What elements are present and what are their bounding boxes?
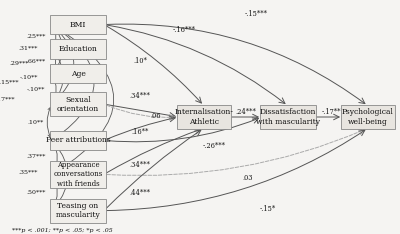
Text: .10**: .10** — [28, 120, 44, 125]
Text: .29***: .29*** — [10, 61, 29, 66]
Text: Dissatisfaction
with mascularity: Dissatisfaction with mascularity — [256, 108, 320, 126]
Text: .34***: .34*** — [130, 92, 150, 100]
Text: .16**: .16** — [131, 128, 149, 136]
Text: -.10**: -.10** — [20, 75, 38, 80]
FancyBboxPatch shape — [50, 198, 106, 223]
Text: -.15*: -.15* — [260, 205, 276, 213]
Text: .34***: .34*** — [130, 161, 150, 169]
Text: .25***: .25*** — [26, 34, 46, 39]
Text: Psychological
well-being: Psychological well-being — [342, 108, 394, 126]
Text: -.15***: -.15*** — [0, 80, 20, 85]
Text: ***p < .001; **p < .05; *p < .05: ***p < .001; **p < .05; *p < .05 — [12, 228, 113, 233]
Text: Internalisation-
Athletic: Internalisation- Athletic — [174, 108, 234, 126]
Text: BMI: BMI — [70, 21, 86, 29]
FancyBboxPatch shape — [50, 64, 106, 83]
FancyBboxPatch shape — [50, 161, 106, 188]
Text: Age: Age — [70, 70, 86, 78]
Text: .06: .06 — [151, 112, 161, 120]
Text: Sexual
orientation: Sexual orientation — [57, 95, 99, 113]
Text: .37***: .37*** — [26, 154, 46, 159]
Text: Peer attributions: Peer attributions — [46, 136, 110, 144]
Text: Teasing on
mascularity: Teasing on mascularity — [56, 202, 100, 219]
Text: -.17**: -.17** — [322, 108, 341, 116]
FancyBboxPatch shape — [260, 105, 316, 129]
Text: .44***: .44*** — [130, 189, 150, 197]
Text: .50***: .50*** — [26, 190, 46, 195]
FancyBboxPatch shape — [50, 131, 106, 150]
FancyBboxPatch shape — [50, 92, 106, 116]
Text: .03: .03 — [243, 174, 253, 182]
Text: .31***: .31*** — [18, 46, 38, 51]
FancyBboxPatch shape — [50, 39, 106, 59]
FancyBboxPatch shape — [178, 105, 230, 129]
Text: .66***: .66*** — [26, 59, 46, 64]
Text: .35***: .35*** — [18, 170, 38, 175]
FancyBboxPatch shape — [50, 15, 106, 34]
FancyBboxPatch shape — [342, 105, 394, 129]
Text: .10*: .10* — [133, 57, 147, 65]
Text: -.16***: -.16*** — [172, 26, 196, 34]
Text: -.26***: -.26*** — [202, 142, 226, 150]
Text: .24***: .24*** — [236, 108, 256, 116]
Text: -.10**: -.10** — [27, 87, 45, 92]
Text: Education: Education — [58, 45, 98, 53]
Text: -.15***: -.15*** — [244, 10, 268, 18]
Text: -.17***: -.17*** — [0, 97, 15, 102]
Text: Appearance
conversations
with friends: Appearance conversations with friends — [53, 161, 103, 187]
